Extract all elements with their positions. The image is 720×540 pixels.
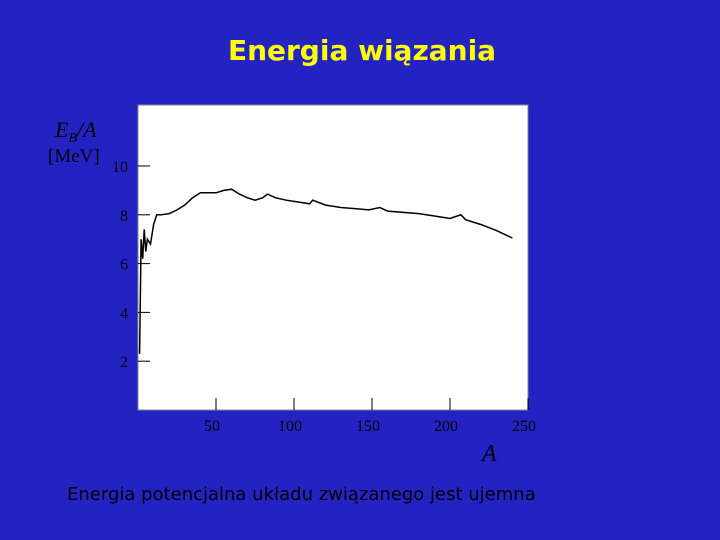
data-line — [138, 188, 513, 354]
y-tick-label: 6 — [120, 257, 128, 274]
y-label-main: E — [54, 117, 69, 142]
y-axis-unit: [MeV] — [48, 146, 100, 167]
y-tick-label: 8 — [120, 208, 128, 225]
x-tick-label: 50 — [204, 418, 220, 435]
y-label-rest: /A — [75, 117, 97, 142]
y-label-sub: B — [68, 131, 77, 146]
y-tick-label: 2 — [120, 354, 128, 371]
y-tick-label: 4 — [120, 305, 128, 322]
x-tick-label: 250 — [512, 418, 536, 435]
y-axis-label: EB/A — [54, 117, 97, 146]
x-axis-label: A — [480, 441, 497, 467]
y-tick-label: 10 — [112, 159, 128, 176]
x-tick-label: 150 — [356, 418, 380, 435]
footnote: Energia potencjalna układu związanego je… — [67, 484, 536, 505]
plot-area — [137, 104, 529, 411]
x-tick-label: 200 — [434, 418, 458, 435]
chart-title: Energia wiązania — [228, 34, 496, 67]
x-tick-label: 100 — [278, 418, 302, 435]
